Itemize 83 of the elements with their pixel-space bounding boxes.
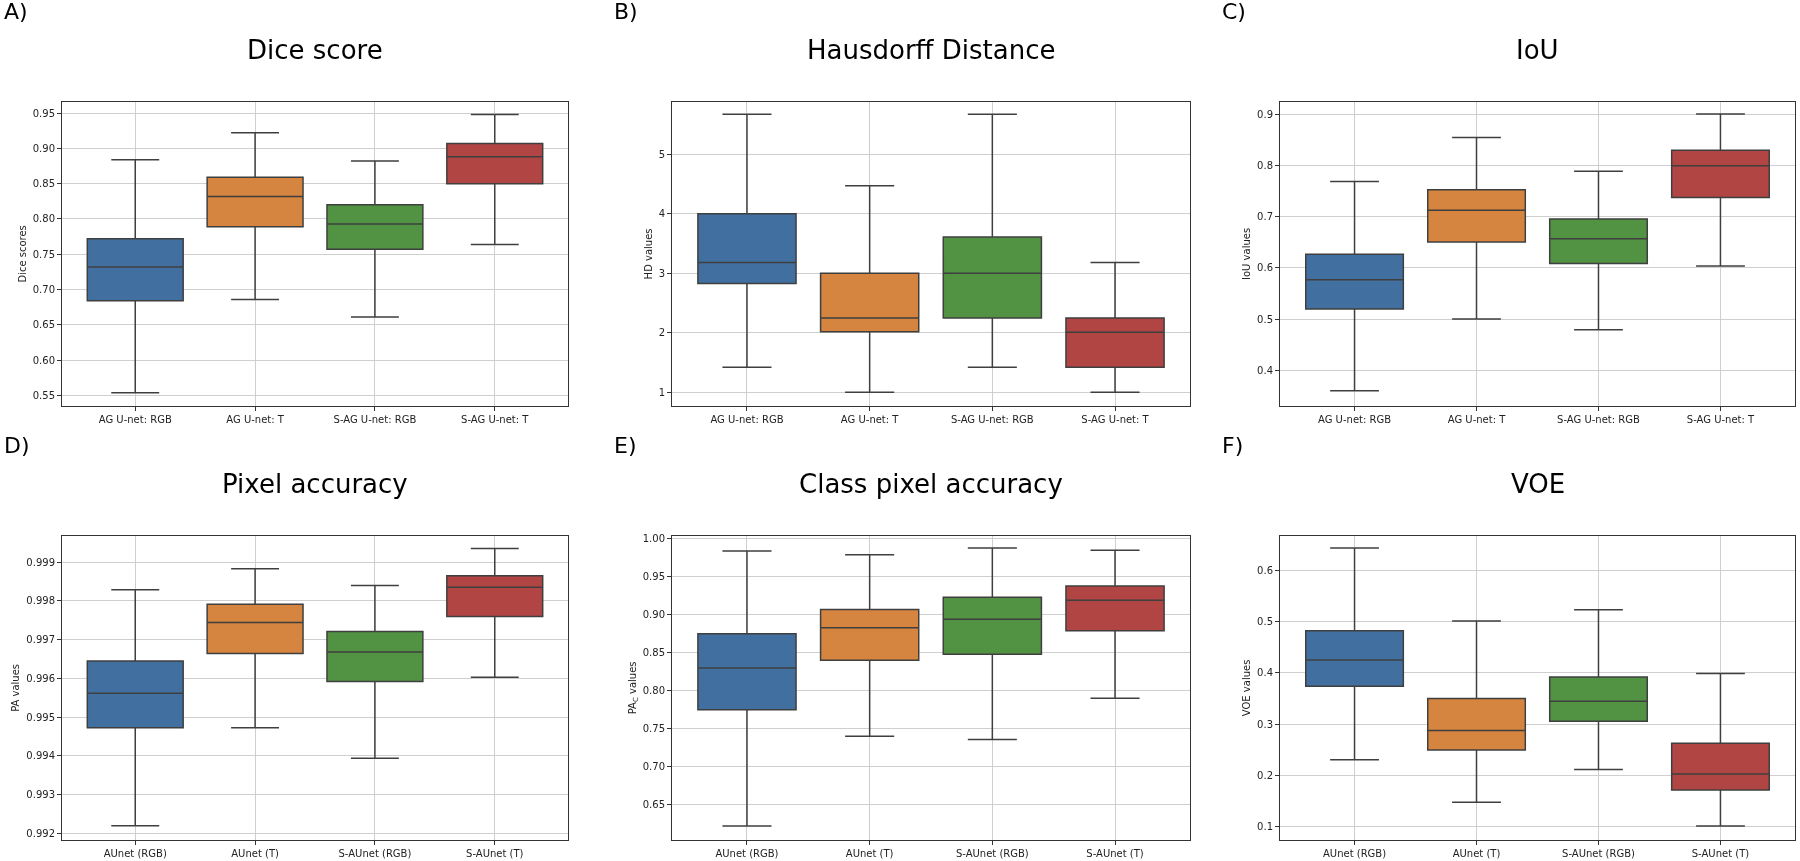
- y-tick-label: 0.6: [1257, 564, 1273, 576]
- x-tick-label: AG U-net: T: [840, 414, 900, 426]
- x-tick-label: AUnet (T): [231, 848, 279, 860]
- y-axis-title: HD values: [642, 228, 654, 280]
- chart-title: IoU: [1516, 35, 1559, 65]
- y-tick-label: 0.999: [26, 556, 55, 568]
- y-tick-label: 0.2: [1257, 770, 1273, 782]
- y-tick-label: 0.997: [26, 634, 55, 646]
- text: E): [614, 433, 637, 458]
- y-tick-label: 0.993: [26, 789, 55, 801]
- y-tick-label: 0.70: [642, 761, 665, 773]
- chart-title: Class pixel accuracy: [799, 469, 1063, 499]
- y-tick-label: 0.75: [32, 248, 55, 260]
- text: F): [1222, 433, 1244, 458]
- x-tick-label: S-AG U-net: RGB: [1557, 414, 1641, 426]
- text: B): [614, 0, 638, 24]
- x-tick-label: S-AG U-net: RGB: [333, 414, 417, 426]
- y-tick-label: 4: [658, 208, 665, 220]
- y-axis-title: IoU values: [1241, 227, 1253, 280]
- y-tick-label: 0.90: [642, 609, 665, 621]
- chart-title: VOE: [1511, 469, 1566, 499]
- x-tick-label: AUnet (T): [845, 848, 894, 860]
- y-tick-label: 0.9: [1257, 109, 1273, 121]
- y-tick-label: 1.00: [642, 533, 665, 545]
- y-axis-title: PA values: [10, 663, 22, 712]
- y-tick-label: 0.5: [1257, 313, 1273, 325]
- y-tick-label: 0.996: [26, 672, 55, 684]
- x-tick-label: S-AG U-net: T: [1081, 414, 1150, 426]
- x-tick-label: AG U-net: RGB: [710, 414, 784, 426]
- y-tick-label: 0.5: [1257, 616, 1273, 628]
- x-tick-label: AUnet (T): [1452, 848, 1501, 860]
- y-tick-label: 0.55: [32, 389, 55, 401]
- x-tick-label: S-AUnet (T): [1691, 848, 1750, 860]
- chart-title: Dice score: [247, 35, 383, 65]
- y-tick-label: 2: [658, 327, 665, 339]
- y-tick-label: 1: [658, 386, 665, 398]
- y-tick-label: 0.75: [642, 723, 665, 735]
- x-tick-label: S-AG U-net: T: [461, 414, 530, 426]
- y-tick-label: 0.998: [26, 595, 55, 607]
- y-tick-label: 3: [658, 267, 665, 279]
- x-tick-label: AG U-net: RGB: [98, 414, 172, 426]
- y-tick-label: 0.1: [1257, 821, 1273, 833]
- y-tick-label: 0.65: [642, 799, 665, 811]
- y-tick-label: 0.4: [1257, 667, 1273, 679]
- y-tick-label: 0.70: [32, 284, 55, 296]
- y-tick-label: 0.85: [32, 178, 55, 190]
- chart-title: Pixel accuracy: [222, 469, 408, 499]
- text: A): [4, 0, 28, 24]
- y-tick-label: 0.95: [642, 571, 665, 583]
- y-tick-label: 0.95: [32, 107, 55, 119]
- x-tick-label: S-AUnet (RGB): [955, 848, 1029, 860]
- text: D): [4, 433, 30, 458]
- y-tick-label: 0.992: [26, 827, 55, 839]
- y-tick-label: 0.4: [1257, 364, 1273, 376]
- x-tick-label: AUnet (RGB): [103, 848, 167, 860]
- x-tick-label: AUnet (RGB): [1322, 848, 1387, 860]
- y-tick-label: 0.80: [642, 685, 665, 697]
- x-tick-label: AG U-net: T: [1447, 414, 1507, 426]
- y-tick-label: 5: [658, 148, 665, 160]
- y-tick-label: 0.3: [1257, 718, 1273, 730]
- x-tick-label: S-AG U-net: T: [1686, 414, 1756, 426]
- x-tick-label: AUnet (RGB): [715, 848, 779, 860]
- y-axis-title: Dice scores: [16, 225, 28, 283]
- text: C): [1222, 0, 1246, 24]
- y-tick-label: 0.90: [32, 142, 55, 154]
- y-tick-label: 0.7: [1257, 211, 1273, 223]
- y-tick-label: 0.80: [32, 213, 55, 225]
- x-tick-label: S-AUnet (RGB): [1562, 848, 1636, 860]
- y-tick-label: 0.995: [26, 711, 55, 723]
- y-tick-label: 0.85: [642, 647, 665, 659]
- x-tick-label: S-AG U-net: RGB: [950, 414, 1034, 426]
- y-tick-label: 0.8: [1257, 160, 1273, 172]
- x-tick-label: S-AUnet (RGB): [338, 848, 412, 860]
- x-tick-label: S-AUnet (T): [1086, 848, 1144, 860]
- x-tick-label: AG U-net: RGB: [1318, 414, 1392, 426]
- x-tick-label: AG U-net: T: [226, 414, 285, 426]
- y-tick-label: 0.994: [26, 750, 55, 762]
- x-tick-label: S-AUnet (T): [466, 848, 524, 860]
- y-tick-label: 0.6: [1257, 262, 1273, 274]
- y-tick-label: 0.65: [32, 319, 55, 331]
- chart-title: Hausdorff Distance: [807, 35, 1056, 65]
- y-axis-title: VOE values: [1241, 659, 1253, 717]
- y-tick-label: 0.60: [32, 354, 55, 366]
